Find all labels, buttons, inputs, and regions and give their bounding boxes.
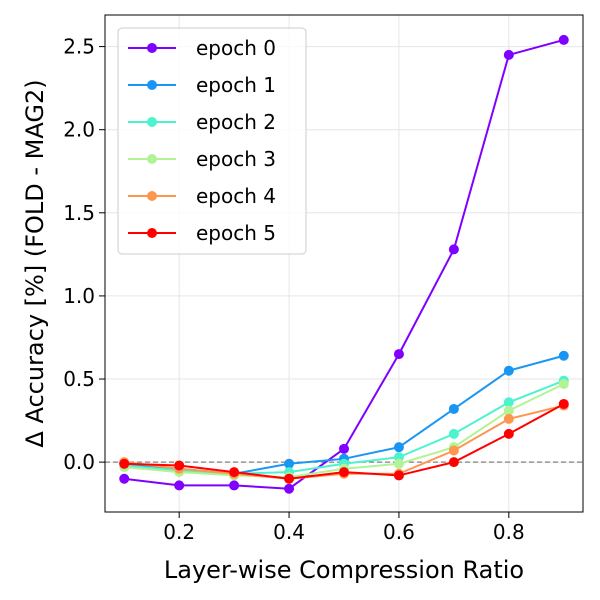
data-point (558, 34, 569, 45)
legend: epoch 0 epoch 1 epoch 2 epoch 3 epoch 4 epoch… (117, 27, 307, 255)
y-tick-label: 1.0 (63, 284, 95, 308)
legend-items: epoch 0 epoch 1 epoch 2 epoch 3 epoch 4 epoch… (128, 36, 276, 245)
y-tick-label: 1.5 (63, 201, 95, 225)
data-point (448, 457, 459, 468)
legend-item: epoch 3 (128, 147, 276, 171)
data-point (119, 458, 130, 469)
legend-label: epoch 4 (196, 184, 276, 208)
y-axis-label: Δ Accuracy [%] (FOLD - MAG2) (21, 79, 49, 447)
legend-item: epoch 4 (128, 184, 276, 208)
data-point (229, 480, 240, 491)
y-tick-label: 0.5 (63, 367, 95, 391)
data-point (174, 460, 185, 471)
data-point (448, 445, 459, 456)
series-epoch-5 (119, 398, 569, 484)
legend-swatch-marker (147, 80, 157, 90)
legend-swatch-marker (147, 117, 157, 127)
legend-item: epoch 2 (128, 110, 276, 134)
y-tick-label: 2.5 (63, 35, 95, 59)
data-point (503, 405, 514, 416)
x-tick-label: 0.8 (493, 520, 525, 544)
data-point (393, 349, 404, 360)
legend-swatch-marker (147, 154, 157, 164)
x-tick-label: 0.4 (273, 520, 305, 544)
data-point (339, 467, 349, 478)
data-point (229, 467, 240, 478)
data-point (284, 458, 295, 469)
x-axis-label: Layer-wise Compression Ratio (164, 556, 524, 584)
legend-swatch-marker (147, 228, 157, 238)
data-point (558, 398, 569, 409)
legend-item: epoch 5 (128, 221, 276, 245)
plot-frame (104, 14, 584, 513)
legend-label: epoch 2 (196, 110, 276, 134)
data-point (393, 458, 404, 469)
data-point (503, 413, 514, 424)
series-epoch-0 (119, 34, 569, 494)
legend-swatch-marker (147, 191, 157, 201)
x-tick-label: 0.2 (163, 520, 195, 544)
series-epoch-2 (119, 375, 569, 479)
ticks: 0.2 0.4 0.6 0.8 0.0 0.5 1.0 1.5 2.0 2.5 (63, 35, 525, 544)
data-point (503, 49, 514, 60)
series-layer (119, 34, 569, 494)
data-point (448, 244, 459, 255)
legend-label: epoch 1 (196, 73, 276, 97)
data-point (503, 365, 514, 376)
data-point (284, 483, 295, 494)
legend-item: epoch 0 (128, 36, 276, 60)
data-point (393, 442, 404, 453)
y-tick-label: 0.0 (63, 450, 95, 474)
data-point (393, 470, 404, 481)
data-point (448, 428, 459, 439)
legend-item: epoch 1 (128, 73, 276, 97)
data-point (284, 473, 295, 484)
legend-label: epoch 0 (196, 36, 276, 60)
x-tick-label: 0.6 (383, 520, 415, 544)
y-tick-label: 2.0 (63, 118, 95, 142)
legend-label: epoch 5 (196, 221, 276, 245)
data-point (503, 397, 514, 408)
data-point (558, 350, 569, 361)
data-point (174, 480, 185, 491)
data-point (448, 403, 459, 414)
legend-swatch-marker (147, 43, 157, 53)
data-point (119, 473, 130, 484)
legend-label: epoch 3 (196, 147, 276, 171)
data-point (503, 428, 514, 439)
data-point (339, 443, 349, 454)
data-point (558, 379, 569, 390)
